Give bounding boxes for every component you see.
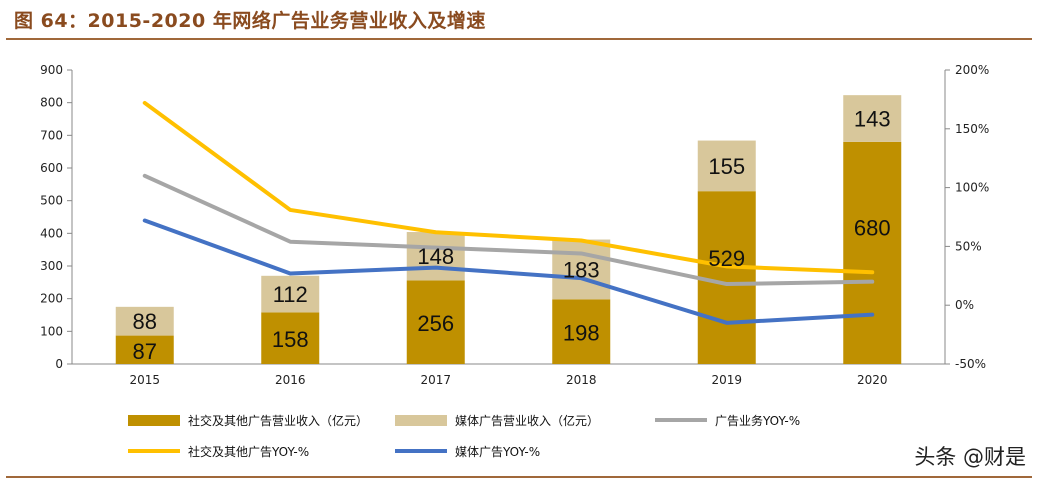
legend-label-3: 广告业务YOY-% [715, 413, 800, 428]
bar-media-2017 [406, 232, 465, 281]
title-divider [6, 38, 1032, 40]
legend-label-4: 社交及其他广告YOY-% [188, 444, 309, 459]
right-tick-label: 150% [955, 122, 989, 136]
data-label-media: 112 [273, 282, 308, 307]
x-tick-label: 2015 [129, 373, 160, 387]
left-tick-label: 900 [40, 63, 63, 77]
legend-swatch-2 [395, 415, 447, 426]
data-label-social: 529 [708, 246, 745, 271]
bar-social-2016 [261, 312, 320, 364]
line-series-1 [142, 173, 875, 287]
bar-social-2017 [406, 280, 465, 364]
left-tick-label: 100 [40, 324, 63, 338]
data-label-social: 198 [563, 321, 600, 346]
data-label-social: 256 [417, 311, 454, 336]
watermark: 头条 @财是 [914, 445, 1026, 469]
data-label-social: 680 [854, 215, 891, 240]
left-tick-label: 200 [40, 292, 63, 306]
left-tick-label: 300 [40, 259, 63, 273]
bottom-divider [6, 476, 1032, 478]
bar-social-2018 [552, 299, 611, 364]
right-tick-label: 0% [955, 298, 974, 312]
legend-label-1: 社交及其他广告营业收入（亿元） [188, 413, 368, 428]
bar-media-2018 [552, 239, 611, 300]
bar-media-2020 [843, 95, 902, 142]
data-label-media: 148 [417, 244, 454, 269]
right-tick-label: 200% [955, 63, 989, 77]
data-label-media: 155 [708, 154, 745, 179]
right-tick-label: -50% [955, 357, 986, 371]
legend-label-2: 媒体广告营业收入（亿元） [455, 413, 599, 428]
line-series-2 [142, 100, 875, 275]
left-tick-label: 0 [55, 357, 63, 371]
data-label-media: 143 [854, 107, 891, 132]
legend-swatch-1 [128, 415, 180, 426]
bar-social-2015 [115, 335, 174, 364]
data-label-social: 158 [272, 327, 309, 352]
left-tick-label: 600 [40, 161, 63, 175]
right-tick-label: 50% [955, 239, 982, 253]
bar-social-2019 [697, 191, 756, 364]
line-series-3 [142, 218, 875, 325]
left-tick-label: 500 [40, 194, 63, 208]
data-label-media: 88 [133, 309, 157, 334]
x-tick-label: 2020 [857, 373, 888, 387]
left-tick-label: 400 [40, 226, 63, 240]
legend-label-5: 媒体广告YOY-% [455, 445, 540, 459]
x-tick-label: 2016 [275, 373, 306, 387]
left-tick-label: 700 [40, 128, 63, 142]
data-label-media: 183 [563, 257, 600, 282]
bar-social-2020 [843, 141, 902, 364]
x-tick-label: 2018 [566, 373, 597, 387]
bar-media-2019 [697, 140, 756, 192]
data-label-social: 87 [133, 339, 157, 364]
right-tick-label: 100% [955, 181, 989, 195]
bar-media-2015 [115, 306, 174, 336]
x-tick-label: 2017 [420, 373, 451, 387]
bar-media-2016 [261, 275, 320, 313]
left-tick-label: 800 [40, 96, 63, 110]
x-tick-label: 2019 [711, 373, 742, 387]
chart-title: 图 64：2015-2020 年网络广告业务营业收入及增速 [14, 10, 486, 32]
